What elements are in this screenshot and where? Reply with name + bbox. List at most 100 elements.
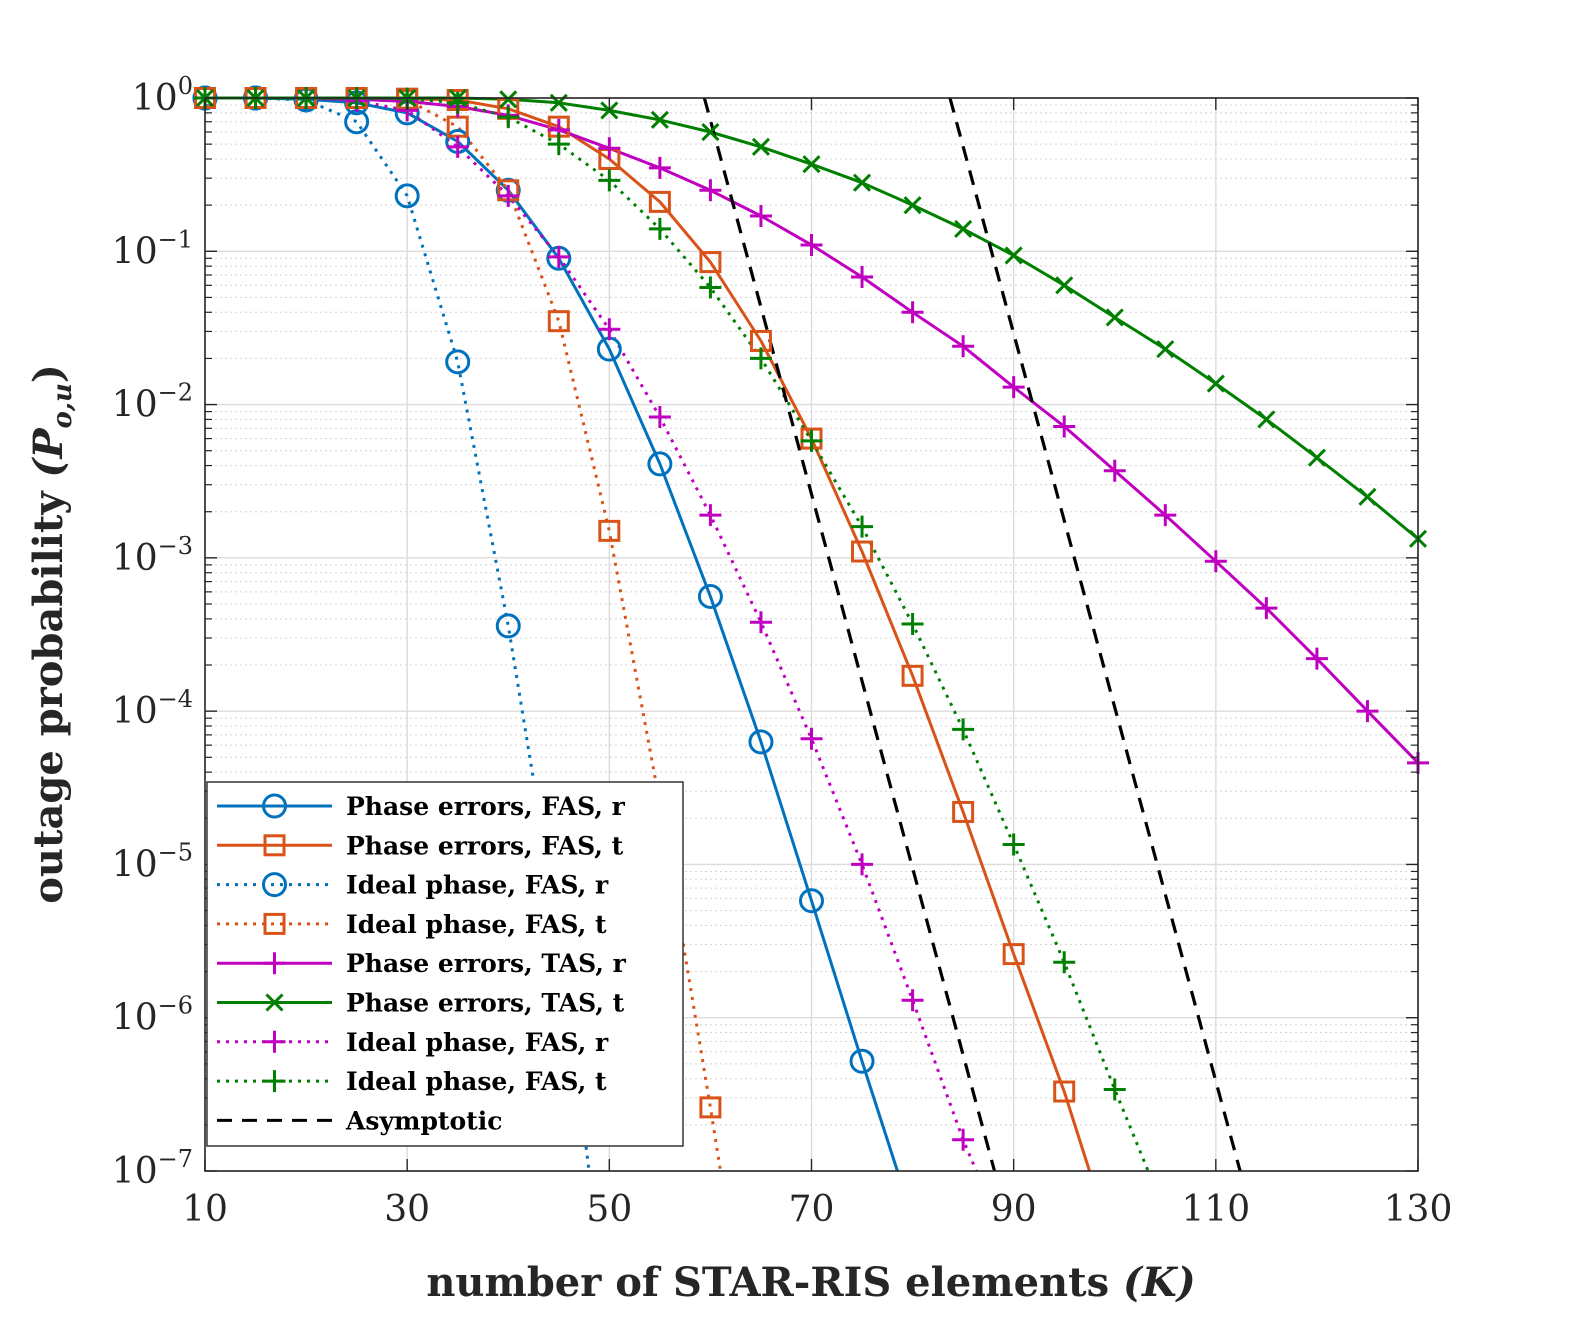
data-point-marker xyxy=(1356,700,1379,723)
y-tick-base: 10 xyxy=(112,231,158,272)
x-axis-label-symbol: (K) xyxy=(1123,1259,1196,1306)
y-tick-label: 10−1 xyxy=(112,225,193,272)
data-point-marker xyxy=(800,233,823,256)
y-tick-exponent: −3 xyxy=(158,532,193,560)
data-point-marker xyxy=(1053,415,1076,438)
data-point-marker xyxy=(497,184,520,207)
series-line xyxy=(948,97,1242,1172)
x-tick-label: 90 xyxy=(991,1189,1037,1230)
y-tick-base: 10 xyxy=(112,385,158,426)
data-point-marker xyxy=(547,133,570,156)
data-point-marker xyxy=(851,540,874,563)
y-tick-label: 10−7 xyxy=(112,1145,193,1192)
data-point-marker xyxy=(1257,410,1276,429)
data-point-marker xyxy=(699,504,722,527)
data-point-marker xyxy=(952,718,975,741)
data-point-marker xyxy=(849,1048,875,1074)
data-point-marker xyxy=(598,519,621,542)
data-point-marker xyxy=(1206,374,1225,393)
data-point-marker xyxy=(749,611,772,634)
y-tick-base: 10 xyxy=(132,78,178,119)
data-point-marker xyxy=(1004,246,1023,265)
data-point-marker xyxy=(547,245,570,268)
data-point-marker xyxy=(699,1096,722,1119)
data-point-marker xyxy=(647,451,673,477)
data-point-marker xyxy=(697,583,723,609)
y-tick-exponent: −6 xyxy=(158,992,193,1020)
legend-label: Ideal phase, FAS, r xyxy=(346,871,609,900)
y-tick-exponent: −2 xyxy=(158,379,193,407)
data-point-marker xyxy=(1204,550,1227,573)
data-point-marker xyxy=(699,251,722,274)
y-tick-exponent: −1 xyxy=(158,225,193,253)
data-point-marker xyxy=(800,429,823,452)
y-tick-base: 10 xyxy=(112,844,158,885)
y-tick-label: 10−6 xyxy=(112,992,193,1039)
data-point-marker xyxy=(1156,340,1175,359)
legend-marker xyxy=(263,912,286,935)
data-point-marker xyxy=(648,217,671,240)
data-point-marker xyxy=(901,989,924,1012)
x-tick-labels: 10 30 50 70 90 110 130 xyxy=(182,1189,1452,1230)
data-point-marker xyxy=(852,173,872,192)
data-point-marker xyxy=(1305,647,1328,670)
y-axis-label-text: outage probability xyxy=(25,490,72,904)
data-point-marker xyxy=(748,729,774,755)
data-point-marker xyxy=(648,190,671,213)
data-point-marker xyxy=(799,888,824,914)
data-point-marker xyxy=(800,727,823,750)
legend-marker xyxy=(263,1070,286,1093)
data-point-marker xyxy=(851,265,874,288)
data-point-marker xyxy=(648,156,671,179)
y-axis-label-symbol: (P xyxy=(25,427,72,478)
data-point-marker xyxy=(600,101,619,120)
legend-label: Ideal phase, FAS, t xyxy=(346,1067,607,1096)
data-point-marker xyxy=(952,335,975,358)
y-axis-label-close: ) xyxy=(25,364,72,383)
legend-entries: Phase errors, FAS, r Phase errors, FAS, t… xyxy=(217,792,627,1135)
data-point-marker xyxy=(1358,487,1377,506)
x-tick-label: 10 xyxy=(182,1189,228,1230)
legend-label: Phase errors, FAS, t xyxy=(346,831,624,860)
y-tick-label: 100 xyxy=(132,72,193,119)
data-point-marker xyxy=(446,135,469,158)
data-point-marker xyxy=(1307,448,1326,467)
data-point-marker xyxy=(851,853,874,876)
x-tick-label: 50 xyxy=(586,1189,632,1230)
data-point-marker xyxy=(1105,308,1124,327)
legend-marker xyxy=(262,872,287,898)
x-tick-label: 130 xyxy=(1384,1189,1453,1230)
y-axis-label: outage probability (Po,u) xyxy=(25,364,78,904)
x-tick-label: 70 xyxy=(789,1189,835,1230)
y-tick-base: 10 xyxy=(112,1151,158,1192)
data-point-marker xyxy=(1053,951,1076,974)
data-point-marker xyxy=(749,204,772,227)
data-point-marker xyxy=(1053,1080,1076,1103)
data-point-marker xyxy=(751,137,771,156)
y-tick-exponent: 0 xyxy=(178,72,193,100)
data-point-marker xyxy=(598,318,621,341)
series-line xyxy=(205,96,591,1172)
data-point-marker xyxy=(1103,1078,1126,1101)
data-point-marker xyxy=(701,122,720,142)
data-point-marker xyxy=(1103,459,1126,482)
data-point-marker xyxy=(903,196,922,215)
x-tick-label: 110 xyxy=(1181,1189,1250,1230)
legend-marker xyxy=(263,1030,286,1053)
data-point-marker xyxy=(650,110,669,129)
legend: Phase errors, FAS, r Phase errors, FAS, t… xyxy=(206,781,684,1147)
data-point-marker xyxy=(499,90,518,109)
series-line xyxy=(205,96,978,1172)
series-line xyxy=(205,96,1150,1172)
data-point-marker xyxy=(598,169,621,192)
data-point-marker xyxy=(1002,833,1025,856)
data-point-marker xyxy=(952,800,975,823)
data-point-marker xyxy=(901,301,924,324)
legend-marker xyxy=(265,993,284,1012)
data-point-marker xyxy=(495,613,521,639)
data-point-marker xyxy=(497,106,520,129)
legend-label: Phase errors, FAS, r xyxy=(346,792,626,821)
data-point-marker xyxy=(954,219,973,238)
